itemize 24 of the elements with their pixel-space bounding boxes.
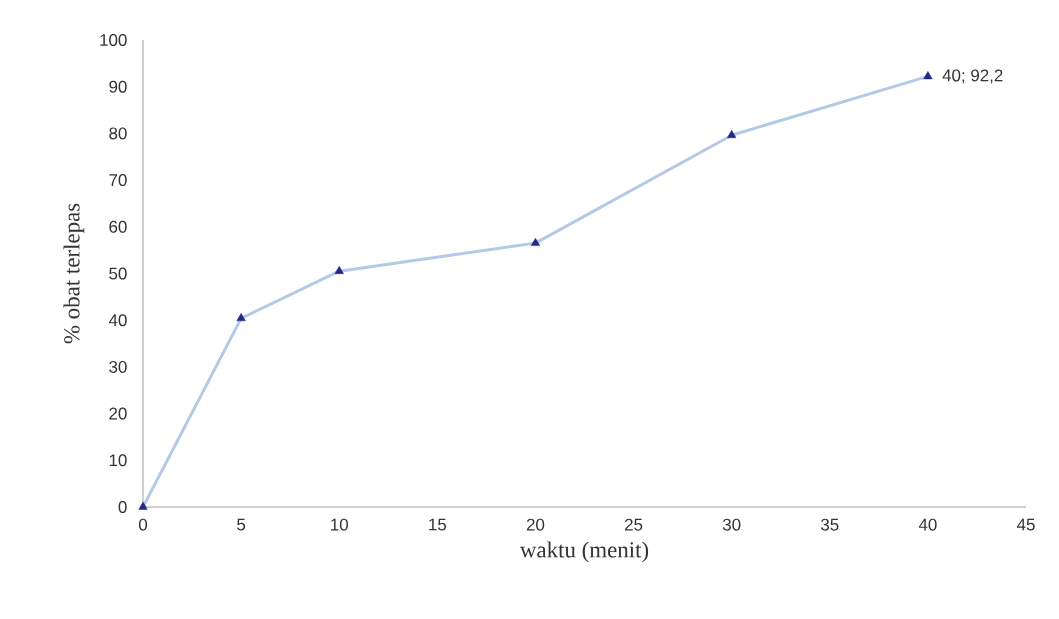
y-tick-label: 70 xyxy=(109,174,127,187)
x-tick-label: 30 xyxy=(722,518,741,531)
y-tick-label: 30 xyxy=(109,360,127,373)
y-tick-label: 100 xyxy=(100,33,127,46)
y-tick-label: 20 xyxy=(109,407,127,420)
y-tick-label: 80 xyxy=(109,127,127,140)
x-tick-label: 35 xyxy=(821,518,839,531)
y-tick-label: 0 xyxy=(118,500,127,513)
x-axis-title: waktu (menit) xyxy=(519,541,649,563)
x-tick-label: 45 xyxy=(1016,518,1035,531)
x-tick-label: 20 xyxy=(526,518,545,531)
x-tick-label: 10 xyxy=(331,518,348,531)
y-tick-label: 40 xyxy=(108,314,127,327)
x-tick-label: 15 xyxy=(429,518,447,531)
y-tick-label: 10 xyxy=(109,454,127,467)
x-tick-label: 25 xyxy=(625,518,643,531)
x-tick-label: 40 xyxy=(918,518,937,531)
y-tick-label: 90 xyxy=(109,80,127,93)
y-tick-label: 50 xyxy=(109,267,127,280)
y-axis-title: % obat terlepas xyxy=(63,203,85,344)
annotation: 40; 92,2 xyxy=(942,69,1003,84)
x-tick-label: 5 xyxy=(237,518,246,531)
y-tick-label: 60 xyxy=(109,220,127,233)
x-tick-label: 0 xyxy=(138,518,148,531)
